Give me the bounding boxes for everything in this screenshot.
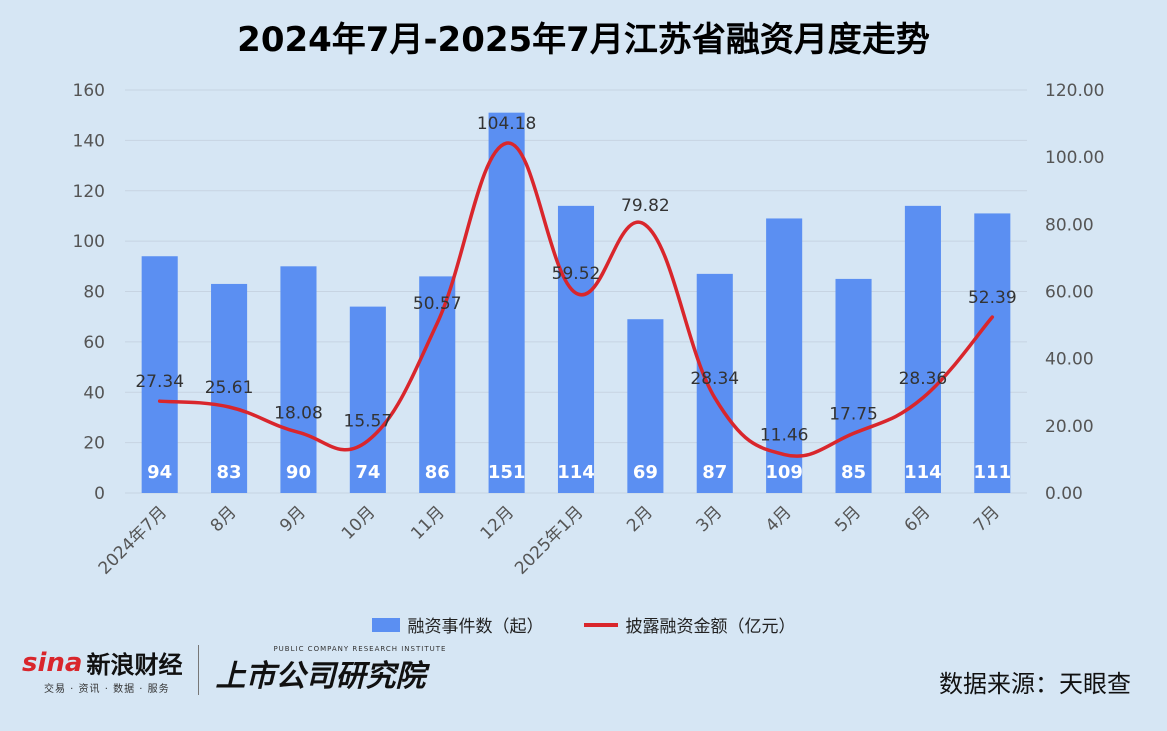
line-data-label: 52.39 (968, 288, 1017, 308)
bar (141, 256, 178, 493)
bar (974, 213, 1011, 493)
data-source: 数据来源：天眼查 (939, 670, 1131, 698)
y-left-tick-label: 100 (73, 232, 105, 252)
bar-data-label: 87 (702, 462, 727, 483)
y-right-tick-label: 100.00 (1045, 148, 1104, 168)
y-left-tick-label: 140 (73, 131, 105, 151)
legend-item-bar[interactable]: 融资事件数（起） (371, 612, 544, 637)
y-left-tick-label: 0 (94, 484, 105, 504)
legend-item-line[interactable]: 披露融资金额（亿元） (583, 612, 796, 637)
bar-data-label: 85 (841, 462, 866, 483)
bar-data-label: 111 (974, 462, 1012, 483)
bar (627, 319, 664, 493)
y-right-tick-label: 80.00 (1045, 215, 1094, 235)
line-data-label: 18.08 (274, 403, 323, 423)
legend-swatch-line (583, 622, 618, 627)
x-category-label: 2025年1月 (511, 502, 587, 578)
x-category-label: 3月 (692, 502, 726, 536)
bar (349, 306, 386, 493)
bar-data-label: 94 (147, 462, 172, 483)
x-category-label: 10月 (338, 502, 379, 543)
y-axis-left: 0 20 40 60 80 100 120 140 160 (73, 81, 105, 504)
sina-wordmark: sina (22, 647, 83, 678)
line-data-label: 25.61 (205, 378, 254, 398)
y-left-tick-label: 60 (83, 333, 105, 353)
sina-tagline: 交易 · 资讯 · 数据 · 服务 (44, 684, 170, 695)
bar-data-label: 109 (765, 462, 803, 483)
line-series (157, 141, 995, 458)
y-left-tick-label: 20 (83, 434, 105, 454)
bar-labels: 94 83 90 74 86 151 114 69 87 109 85 114 111 (147, 462, 1011, 483)
bar (904, 205, 941, 494)
bar (211, 283, 248, 493)
y-right-tick-label: 0.00 (1045, 484, 1083, 504)
y-right-tick-label: 40.00 (1045, 350, 1094, 370)
line-labels: 27.34 25.61 18.08 15.57 50.57 104.18 59.52 79.8… (135, 114, 1016, 445)
y-left-tick-label: 40 (83, 383, 105, 403)
sina-finance-logo: sina 新浪财经 交易 · 资讯 · 数据 · 服务 (22, 645, 183, 696)
y-left-tick-label: 120 (73, 182, 105, 202)
y-right-tick-label: 20.00 (1045, 417, 1094, 437)
institute-name-cn: 上市公司研究院 (215, 659, 426, 694)
x-category-label: 11月 (407, 502, 448, 543)
x-category-label: 7月 (970, 502, 1004, 536)
institute-name-en: PUBLIC COMPANY RESEARCH INSTITUTE (273, 645, 447, 653)
footer-logos: sina 新浪财经 交易 · 资讯 · 数据 · 服务 PUBLIC COMPA… (22, 642, 446, 698)
logo-divider (198, 645, 200, 695)
x-category-label: 4月 (762, 502, 796, 536)
bar (696, 273, 733, 493)
chart-title: 2024年7月-2025年7月江苏省融资月度走势 (237, 20, 930, 60)
line-data-label: 15.57 (344, 412, 393, 432)
line-data-label: 11.46 (760, 426, 809, 446)
chart: 0 20 40 60 80 100 120 140 160 0.00 20.00 40.00 60.0… (73, 81, 1105, 579)
x-category-label: 2024年7月 (95, 502, 171, 578)
line-data-label: 79.82 (621, 196, 670, 216)
bar-data-label: 86 (425, 462, 450, 483)
y-left-tick-label: 160 (73, 81, 105, 101)
line-data-label: 28.36 (899, 369, 948, 389)
legend-label-line: 披露融资金额（亿元） (625, 617, 796, 637)
bar-data-label: 151 (488, 462, 526, 483)
line-data-label: 104.18 (477, 114, 536, 134)
bar (835, 278, 872, 493)
bar (766, 218, 803, 494)
bar (488, 112, 525, 493)
bar-data-label: 74 (355, 462, 380, 483)
bar-data-label: 83 (217, 462, 242, 483)
y-axis-right: 0.00 20.00 40.00 60.00 80.00 100.00 120.00 (1045, 81, 1104, 504)
line-data-label: 28.34 (690, 369, 739, 389)
legend-swatch-bar (371, 617, 400, 632)
x-category-label: 12月 (477, 502, 518, 543)
x-category-label: 5月 (831, 502, 865, 536)
bar (419, 276, 456, 493)
bar (280, 266, 317, 493)
bar (557, 205, 595, 494)
line-series-path (157, 141, 995, 458)
institute-logo: PUBLIC COMPANY RESEARCH INSTITUTE 上市公司研究… (215, 645, 446, 695)
line-data-label: 17.75 (829, 404, 878, 424)
x-category-label: 9月 (276, 502, 310, 536)
bar-data-label: 114 (557, 462, 595, 483)
line-data-label: 27.34 (135, 372, 184, 392)
bar-data-label: 90 (286, 462, 311, 483)
legend: 融资事件数（起） 披露融资金额（亿元） (0, 612, 1167, 637)
sina-finance-name: 新浪财经 (86, 651, 183, 679)
bar-data-label: 69 (633, 462, 658, 483)
x-category-label: 8月 (207, 502, 241, 536)
x-category-label: 2月 (623, 502, 657, 536)
x-category-label: 6月 (901, 502, 935, 536)
y-left-tick-label: 80 (83, 283, 105, 303)
line-data-label: 59.52 (552, 264, 601, 284)
legend-label-bar: 融资事件数（起） (407, 617, 544, 637)
bars (141, 112, 1011, 494)
y-right-tick-label: 60.00 (1045, 283, 1094, 303)
y-right-tick-label: 120.00 (1045, 81, 1104, 101)
line-data-label: 50.57 (413, 294, 462, 314)
bar-data-label: 114 (904, 462, 942, 483)
